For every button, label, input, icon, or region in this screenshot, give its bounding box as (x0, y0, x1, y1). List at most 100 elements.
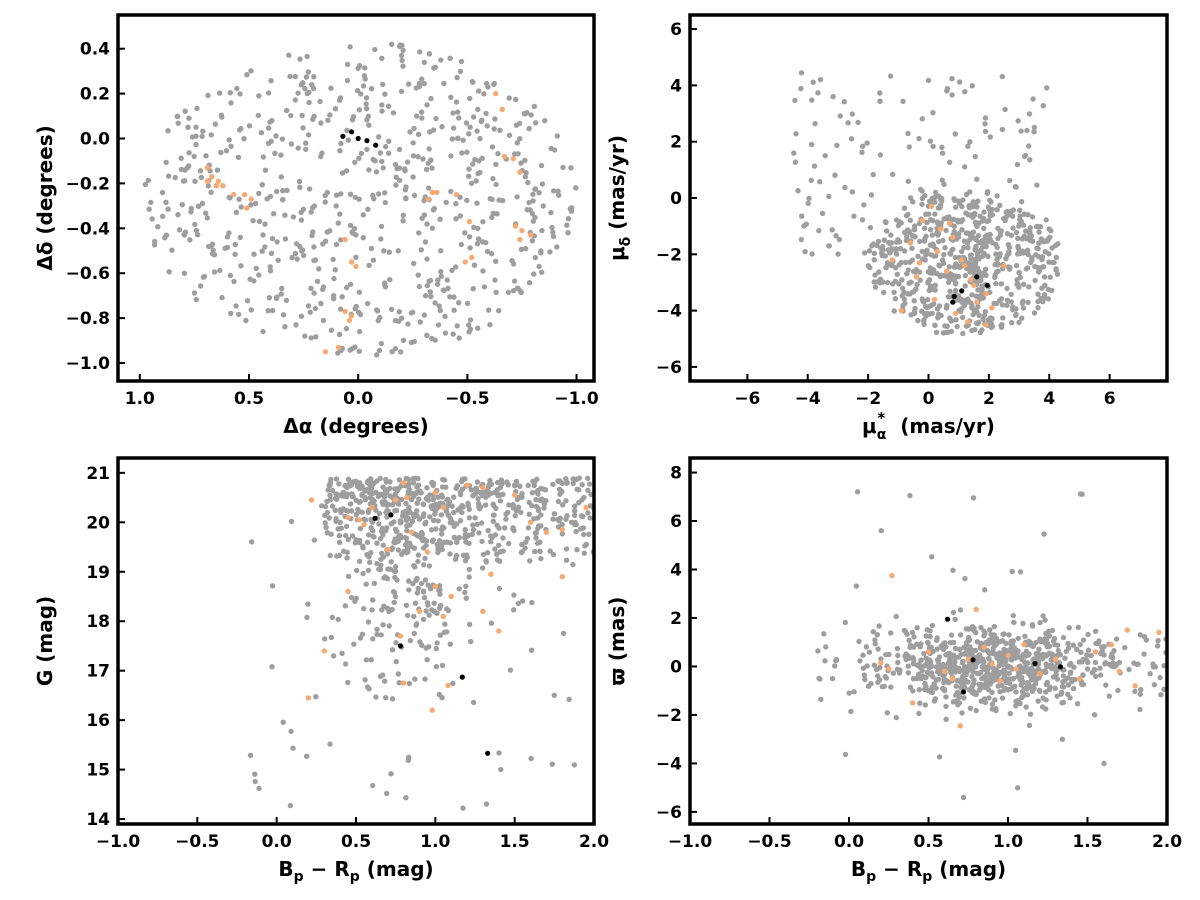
plx-field-point (1027, 640, 1034, 646)
sky-field-point (536, 263, 542, 270)
plx-field-point (903, 651, 909, 657)
plx-field-point (1137, 632, 1143, 638)
sky-field-point (484, 123, 490, 129)
plx-field-point (921, 650, 927, 657)
pm-field-point (952, 254, 959, 261)
plx-field-point (957, 632, 964, 638)
sky-field-point (415, 131, 422, 137)
plx-field-point (909, 629, 916, 636)
cmd-field-point (434, 640, 440, 646)
pm-field-point (815, 90, 821, 96)
cmd-field-point (287, 802, 294, 809)
cmd-field-point (376, 566, 382, 572)
sky-field-point (357, 311, 364, 318)
sky-field-point (352, 344, 358, 350)
sky-field-point (311, 74, 317, 80)
plx-field-point (865, 683, 872, 689)
pm-y-tick-label: 0 (670, 189, 682, 209)
plx-field-point (1040, 695, 1046, 701)
pm-field-point (1015, 251, 1021, 257)
cmd-field-point (512, 513, 518, 519)
pm-field-point (877, 98, 883, 104)
sky-field-point (204, 215, 210, 221)
pm-field-point (940, 257, 946, 263)
pm-field-point (887, 73, 894, 79)
sky-field-point (510, 288, 517, 294)
sky-field-point (480, 219, 486, 225)
pm-field-point (859, 217, 866, 223)
sky-field-point (322, 199, 328, 205)
pm-field-point (901, 205, 908, 211)
cmd-field-point (472, 515, 478, 521)
sky-field-point (467, 124, 473, 130)
pm-field-point (988, 199, 994, 205)
cmd-field-point (374, 631, 380, 638)
cmd-field-point (422, 676, 428, 682)
cmd-field-point (348, 594, 355, 601)
sky-field-point (522, 174, 529, 180)
sky-field-point (272, 150, 278, 156)
plx-field-point (929, 684, 935, 690)
plx-field-point (884, 710, 890, 716)
cmd-field-point (581, 531, 587, 538)
pm-field-point (917, 277, 923, 283)
cmd-field-point (435, 518, 441, 524)
cmd-field-point (350, 494, 356, 500)
pm-field-point (792, 159, 799, 165)
cmd-candidate-point (432, 489, 438, 496)
cmd-field-point (414, 500, 420, 506)
pm-candidate-point (916, 260, 923, 266)
plx-field-point (931, 698, 938, 704)
sky-field-point (481, 284, 488, 290)
sky-field-point (165, 206, 171, 212)
sky-field-point (296, 178, 303, 185)
sky-field-point (405, 321, 411, 327)
pm-field-point (962, 164, 968, 170)
plx-field-point (906, 637, 912, 643)
pm-y-tick-label: 2 (670, 133, 682, 153)
cmd-field-point (494, 551, 500, 557)
plx-field-point (1067, 695, 1073, 701)
plx-field-point (874, 632, 880, 638)
cmd-field-point (370, 528, 376, 534)
cmd-field-point (576, 500, 582, 506)
cmd-field-point (361, 606, 367, 612)
plx-x-tick-label: 1.0 (993, 832, 1023, 852)
pm-field-point (998, 281, 1004, 287)
pm-field-point (871, 257, 877, 263)
plx-field-point (950, 699, 957, 705)
cmd-field-point (359, 631, 366, 637)
cmd-field-point (393, 658, 399, 665)
plx-member-point (960, 689, 967, 695)
sky-field-point (403, 184, 409, 190)
sky-field-point (149, 216, 155, 222)
sky-field-point (187, 237, 193, 243)
sky-field-point (435, 322, 442, 328)
cmd-field-point (488, 539, 494, 545)
plx-field-point (1021, 659, 1028, 665)
sky-field-point (474, 241, 481, 247)
sky-field-point (419, 115, 425, 121)
plx-candidate-point (957, 723, 963, 729)
cmd-field-point (423, 538, 430, 544)
cmd-field-point (570, 480, 576, 487)
sky-field-point (365, 113, 372, 120)
pm-x-tick-label: 4 (1043, 389, 1055, 409)
cmd-field-point (392, 526, 399, 532)
sky-field-point (360, 212, 366, 218)
sky-field-point (304, 90, 310, 97)
pm-field-point (999, 126, 1006, 133)
pm-field-point (812, 121, 818, 127)
sky-field-point (227, 90, 233, 96)
cmd-field-point (460, 476, 466, 482)
plx-field-point (1113, 661, 1120, 667)
cmd-field-point (581, 550, 587, 556)
pm-field-point (973, 293, 979, 299)
sky-field-point (525, 179, 531, 186)
cmd-field-point (417, 534, 424, 541)
cmd-candidate-point (445, 682, 451, 689)
cmd-y-tick-label: 18 (86, 612, 110, 632)
cmd-candidate-point (480, 485, 486, 491)
pm-field-point (1006, 244, 1013, 251)
cmd-field-point (556, 486, 563, 492)
